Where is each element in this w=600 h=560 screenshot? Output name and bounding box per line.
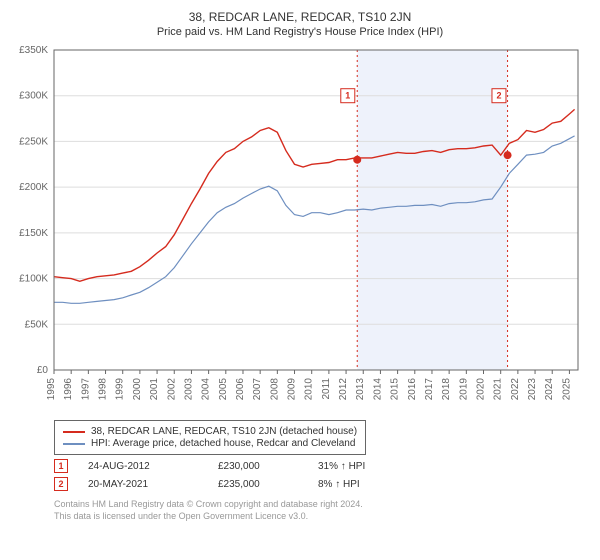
- footer-attribution: Contains HM Land Registry data © Crown c…: [54, 499, 588, 522]
- sale-delta: 31% ↑ HPI: [318, 461, 398, 472]
- footer-line-2: This data is licensed under the Open Gov…: [54, 511, 588, 523]
- svg-text:2013: 2013: [355, 378, 366, 401]
- svg-text:1999: 1999: [115, 378, 126, 401]
- svg-text:2002: 2002: [166, 378, 177, 401]
- sale-date: 20-MAY-2021: [88, 479, 198, 490]
- svg-text:2018: 2018: [441, 378, 452, 401]
- svg-text:2015: 2015: [390, 378, 401, 401]
- svg-text:2010: 2010: [304, 378, 315, 401]
- svg-text:1998: 1998: [98, 378, 109, 401]
- legend-row: 38, REDCAR LANE, REDCAR, TS10 2JN (detac…: [63, 426, 357, 437]
- chart-svg: £0 £50K £100K £150K £200K £250K £300K £350K 1995…: [12, 44, 588, 414]
- sale-marker: 1: [54, 459, 68, 473]
- svg-text:£100K: £100K: [19, 274, 48, 285]
- sale-row: 1 24-AUG-2012 £230,000 31% ↑ HPI: [54, 459, 588, 473]
- sale-price: £230,000: [218, 461, 298, 472]
- legend-row: HPI: Average price, detached house, Redc…: [63, 438, 357, 449]
- svg-text:2004: 2004: [201, 378, 212, 401]
- svg-text:£50K: £50K: [25, 319, 49, 330]
- svg-text:2007: 2007: [252, 378, 263, 401]
- svg-text:2009: 2009: [287, 378, 298, 401]
- svg-text:2: 2: [496, 91, 501, 101]
- svg-text:2020: 2020: [476, 378, 487, 401]
- svg-text:2003: 2003: [183, 378, 194, 401]
- svg-text:2021: 2021: [493, 378, 504, 401]
- sale-date: 24-AUG-2012: [88, 461, 198, 472]
- sale-row: 2 20-MAY-2021 £235,000 8% ↑ HPI: [54, 477, 588, 491]
- legend-label: HPI: Average price, detached house, Redc…: [91, 438, 355, 449]
- svg-text:2014: 2014: [372, 378, 383, 401]
- svg-text:2016: 2016: [407, 378, 418, 401]
- svg-text:£350K: £350K: [19, 45, 48, 56]
- sale-price: £235,000: [218, 479, 298, 490]
- svg-text:£150K: £150K: [19, 228, 48, 239]
- svg-text:1997: 1997: [80, 378, 91, 401]
- svg-text:2022: 2022: [510, 378, 521, 401]
- svg-text:2024: 2024: [544, 378, 555, 401]
- svg-text:2008: 2008: [269, 378, 280, 401]
- svg-text:2023: 2023: [527, 378, 538, 401]
- footer-line-1: Contains HM Land Registry data © Crown c…: [54, 499, 588, 511]
- page-subtitle: Price paid vs. HM Land Registry's House …: [12, 26, 588, 38]
- svg-text:£300K: £300K: [19, 91, 48, 102]
- legend-swatch: [63, 431, 85, 433]
- svg-text:2005: 2005: [218, 378, 229, 401]
- svg-text:2019: 2019: [458, 378, 469, 401]
- svg-text:2006: 2006: [235, 378, 246, 401]
- sales-table: 1 24-AUG-2012 £230,000 31% ↑ HPI 2 20-MAY-202…: [12, 459, 588, 491]
- legend-swatch: [63, 443, 85, 445]
- svg-text:£200K: £200K: [19, 182, 48, 193]
- page-title: 38, REDCAR LANE, REDCAR, TS10 2JN: [12, 10, 588, 24]
- svg-text:2017: 2017: [424, 378, 435, 401]
- svg-text:2000: 2000: [132, 378, 143, 401]
- legend-label: 38, REDCAR LANE, REDCAR, TS10 2JN (detac…: [91, 426, 357, 437]
- svg-text:2001: 2001: [149, 378, 160, 401]
- price-chart: £0 £50K £100K £150K £200K £250K £300K £350K 1995…: [12, 44, 588, 414]
- svg-text:2025: 2025: [561, 378, 572, 401]
- svg-text:2011: 2011: [321, 378, 332, 400]
- svg-text:£250K: £250K: [19, 136, 48, 147]
- svg-text:2012: 2012: [338, 378, 349, 401]
- legend-box: 38, REDCAR LANE, REDCAR, TS10 2JN (detac…: [54, 420, 366, 455]
- sale-marker: 2: [54, 477, 68, 491]
- svg-text:1995: 1995: [46, 378, 57, 401]
- svg-text:1996: 1996: [63, 378, 74, 401]
- svg-text:£0: £0: [37, 365, 49, 376]
- svg-text:1: 1: [345, 91, 350, 101]
- sale-delta: 8% ↑ HPI: [318, 479, 398, 490]
